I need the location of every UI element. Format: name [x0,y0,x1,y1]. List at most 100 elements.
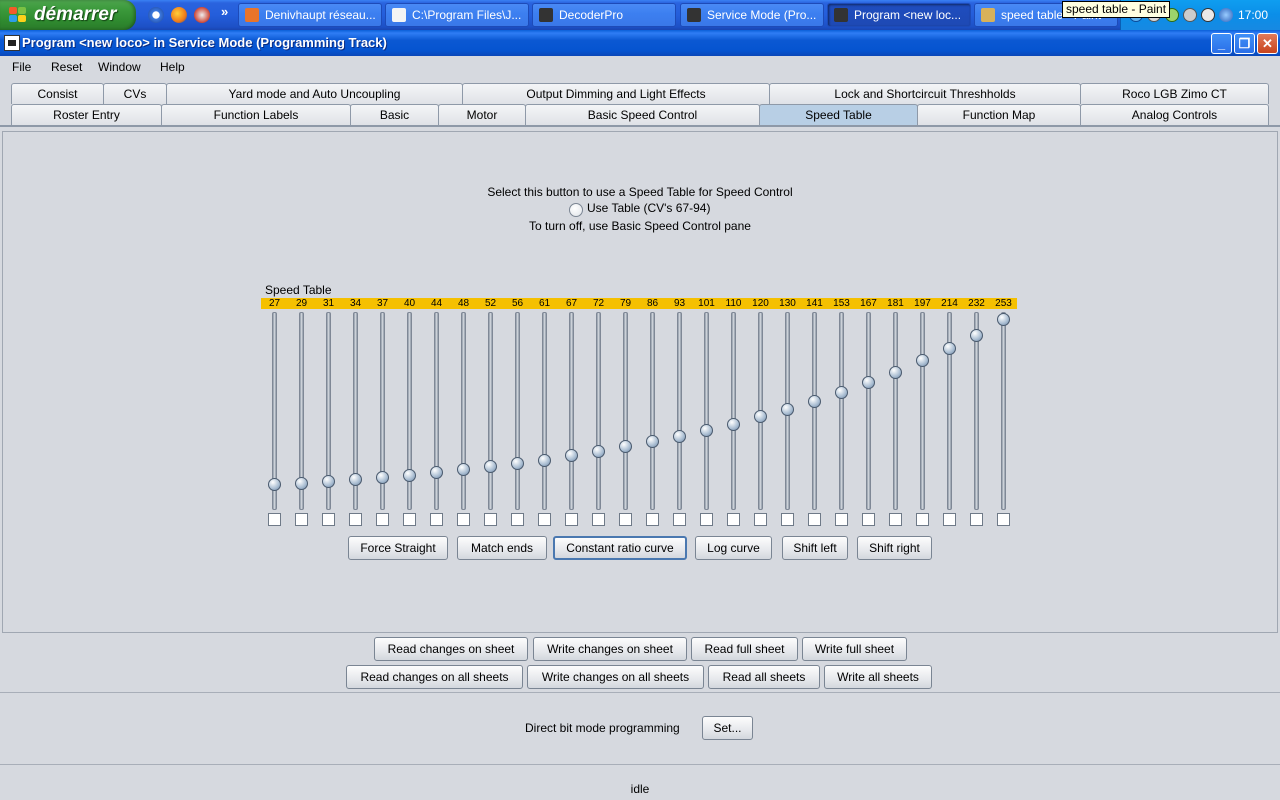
browser-quicklaunch-icon[interactable] [148,7,164,23]
speed-step-lock-checkbox[interactable] [646,513,659,526]
speed-step-slider-knob[interactable] [403,468,416,482]
speed-step-slider-knob[interactable] [862,376,875,390]
speed-step-lock-checkbox[interactable] [430,513,443,526]
use-table-radio[interactable] [569,203,583,217]
speed-step-slider-knob[interactable] [592,445,605,459]
speed-step-slider-track[interactable] [515,312,520,510]
menu-help[interactable]: Help [160,60,185,74]
maximize-button[interactable]: ❐ [1234,33,1255,54]
speed-step-lock-checkbox[interactable] [511,513,524,526]
speed-step-slider-knob[interactable] [646,435,659,449]
write-changes-sheet-button[interactable]: Write changes on sheet [533,637,687,661]
speed-step-slider-track[interactable] [272,312,277,510]
app-icon[interactable] [4,35,20,51]
use-table-label[interactable]: Use Table (CV's 67-94) [587,201,711,215]
shift-right-button[interactable]: Shift right [857,536,932,560]
constant-ratio-curve-button[interactable]: Constant ratio curve [553,536,687,560]
speed-step-slider-track[interactable] [839,312,844,510]
firefox-quicklaunch-icon[interactable] [171,7,187,23]
tab-basic[interactable]: Basic [350,104,439,125]
speed-step-lock-checkbox[interactable] [970,513,983,526]
speed-step-lock-checkbox[interactable] [565,513,578,526]
speed-step-slider-knob[interactable] [754,410,767,424]
speed-step-lock-checkbox[interactable] [619,513,632,526]
tab-analog-controls[interactable]: Analog Controls [1080,104,1269,125]
speed-step-slider-knob[interactable] [889,365,902,379]
speed-step-slider-knob[interactable] [457,462,470,476]
speed-step-slider-knob[interactable] [322,475,335,489]
tab-function-map[interactable]: Function Map [917,104,1081,125]
speed-step-slider-knob[interactable] [295,476,308,490]
speed-step-lock-checkbox[interactable] [916,513,929,526]
log-curve-button[interactable]: Log curve [695,536,772,560]
speed-step-slider-knob[interactable] [349,473,362,487]
speed-step-slider-knob[interactable] [970,328,983,342]
tab-basic-speed-control[interactable]: Basic Speed Control [525,104,760,125]
speed-step-slider-knob[interactable] [727,417,740,431]
speed-step-slider-knob[interactable] [700,424,713,438]
speed-step-slider-knob[interactable] [430,465,443,479]
taskbar-button[interactable]: DecoderPro [532,3,676,27]
start-button[interactable]: démarrer [0,0,136,30]
speed-step-slider-track[interactable] [812,312,817,510]
speed-step-lock-checkbox[interactable] [538,513,551,526]
speed-step-slider-track[interactable] [920,312,925,510]
speed-step-slider-track[interactable] [866,312,871,510]
speed-step-lock-checkbox[interactable] [835,513,848,526]
speed-step-lock-checkbox[interactable] [754,513,767,526]
speed-step-slider-knob[interactable] [268,478,281,492]
menu-file[interactable]: File [12,60,32,74]
speed-step-slider-knob[interactable] [808,395,821,409]
menu-reset[interactable]: Reset [51,60,83,74]
shift-left-button[interactable]: Shift left [782,536,848,560]
read-full-sheet-button[interactable]: Read full sheet [691,637,798,661]
speed-step-lock-checkbox[interactable] [727,513,740,526]
speed-step-lock-checkbox[interactable] [349,513,362,526]
speed-step-slider-track[interactable] [569,312,574,510]
speed-step-slider-knob[interactable] [565,449,578,463]
tab-speed-table[interactable]: Speed Table [759,104,918,125]
speed-step-slider-track[interactable] [542,312,547,510]
tab-roco-lgb-zimo[interactable]: Roco LGB Zimo CT [1080,83,1269,104]
globe-tray-icon[interactable] [1219,8,1233,22]
quicklaunch-chevron-icon[interactable]: » [221,4,229,19]
speed-step-slider-track[interactable] [434,312,439,510]
speed-step-slider-track[interactable] [704,312,709,510]
speed-step-slider-knob[interactable] [835,386,848,400]
speed-step-lock-checkbox[interactable] [889,513,902,526]
speed-step-lock-checkbox[interactable] [781,513,794,526]
clock[interactable]: 17:00 [1237,8,1268,22]
speed-step-lock-checkbox[interactable] [997,513,1010,526]
write-changes-all-sheets-button[interactable]: Write changes on all sheets [527,665,704,689]
window-titlebar[interactable]: Program <new loco> in Service Mode (Prog… [0,30,1280,56]
menu-window[interactable]: Window [98,60,141,74]
speed-step-slider-track[interactable] [974,312,979,510]
speed-step-lock-checkbox[interactable] [673,513,686,526]
tab-lock-shortcircuit[interactable]: Lock and Shortcircuit Threshholds [769,83,1081,104]
speed-step-slider-track[interactable] [488,312,493,510]
speed-step-lock-checkbox[interactable] [943,513,956,526]
speed-step-lock-checkbox[interactable] [322,513,335,526]
speed-step-slider-track[interactable] [731,312,736,510]
match-ends-button[interactable]: Match ends [457,536,547,560]
speed-step-lock-checkbox[interactable] [268,513,281,526]
speed-step-slider-knob[interactable] [943,341,956,355]
tab-output-dimming[interactable]: Output Dimming and Light Effects [462,83,770,104]
speed-step-lock-checkbox[interactable] [808,513,821,526]
tab-motor[interactable]: Motor [438,104,526,125]
speed-step-slider-track[interactable] [650,312,655,510]
speed-step-slider-track[interactable] [623,312,628,510]
security-tray-icon[interactable] [1183,8,1197,22]
speed-step-lock-checkbox[interactable] [700,513,713,526]
read-changes-sheet-button[interactable]: Read changes on sheet [374,637,528,661]
speed-step-slider-knob[interactable] [997,313,1010,327]
speed-step-slider-knob[interactable] [511,457,524,471]
minimize-button[interactable]: _ [1211,33,1232,54]
speed-step-slider-knob[interactable] [538,453,551,467]
write-all-sheets-button[interactable]: Write all sheets [824,665,932,689]
force-straight-button[interactable]: Force Straight [348,536,448,560]
speed-step-slider-knob[interactable] [673,430,686,444]
sound-tray-icon[interactable] [1201,8,1215,22]
read-changes-all-sheets-button[interactable]: Read changes on all sheets [346,665,523,689]
speed-step-slider-knob[interactable] [619,440,632,454]
